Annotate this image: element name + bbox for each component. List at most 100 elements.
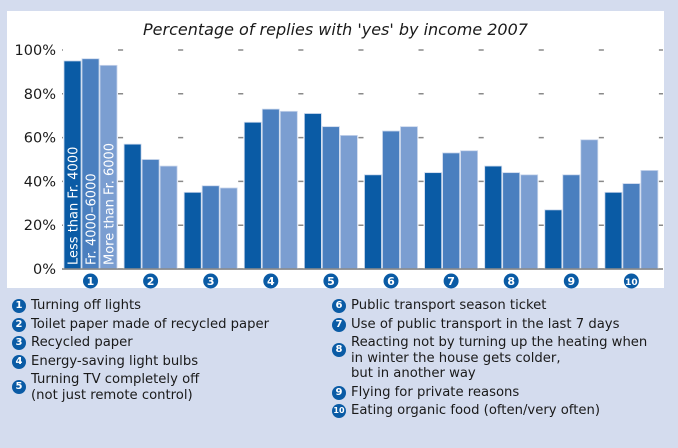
bar [580, 139, 599, 270]
legend-text: Energy-saving light bulbs [31, 354, 198, 370]
legend-item: 8 Reacting not by turning up the heating … [332, 335, 672, 382]
bar [243, 121, 262, 270]
y-tick-label: 20% [24, 218, 56, 234]
legend-number-badge: 6 [332, 299, 346, 313]
legend-text: Turning off lights [31, 298, 141, 314]
bar [502, 172, 521, 270]
x-tick-label: 4 [267, 275, 275, 288]
legend-item: 5 Turning TV completely off (not just remo… [12, 372, 332, 403]
bar [640, 170, 659, 270]
x-tick-label: 10 [625, 278, 638, 288]
legend-item: 9 Flying for private reasons [332, 385, 672, 401]
legend-number-badge: 1 [12, 299, 26, 313]
legend-text: Eating organic food (often/very often) [351, 403, 600, 419]
legend-number-badge: 9 [332, 385, 346, 400]
bar [442, 152, 461, 270]
bar [141, 159, 160, 270]
legend-left: 1 Turning off lights 2 Toilet paper made of… [12, 298, 332, 406]
series-label: More than Fr. 6000 [103, 143, 118, 265]
bar [544, 209, 563, 270]
category-badge [83, 273, 98, 289]
series-label: Fr. 4000–6000 [85, 173, 100, 265]
x-tick-label: 1 [87, 275, 95, 288]
category-badge [623, 273, 639, 289]
category-badge [323, 273, 339, 289]
bar [303, 113, 322, 270]
legend-text: Recycled paper [31, 335, 133, 351]
bar [364, 174, 382, 270]
legend-item: 7 Use of public transport in the last 7 d… [332, 317, 672, 333]
legend-item: 2 Toilet paper made of recycled paper [12, 317, 332, 333]
y-tick-label: 60% [24, 131, 56, 147]
bar [261, 108, 280, 270]
legend-text-line: Energy-saving light bulbs [31, 353, 199, 369]
legend-text-line: in winter the house gets colder, [351, 350, 561, 366]
legend-number-badge: 4 [12, 354, 26, 369]
legend-text: Turning TV completely off (not just remot… [31, 372, 199, 403]
legend-text: Public transport season ticket [351, 298, 546, 314]
category-badge [263, 273, 279, 289]
bar [562, 174, 581, 270]
legend-text: Flying for private reasons [351, 385, 519, 401]
x-tick-label: 8 [507, 275, 515, 288]
bar [339, 135, 358, 270]
bar [382, 130, 400, 270]
bar [279, 110, 298, 270]
category-badge [143, 273, 159, 289]
bar [219, 187, 238, 270]
legend-text-line: Turning off lights [31, 298, 141, 313]
bar [183, 191, 202, 270]
x-tick-label: 6 [387, 275, 395, 288]
bar [520, 174, 539, 270]
legend-item: 6 Public transport season ticket [332, 298, 672, 314]
x-tick-label: 7 [447, 275, 455, 288]
x-tick-label: 2 [147, 275, 155, 288]
series-label: Less than Fr. 4000 [67, 147, 82, 265]
y-tick-label: 80% [24, 87, 56, 103]
legend-item: 1 Turning off lights [12, 298, 332, 314]
category-badge [443, 273, 459, 289]
legend-number-badge: 10 [332, 404, 346, 418]
bar [201, 185, 220, 270]
category-badge [563, 273, 579, 289]
legend-number-badge: 8 [332, 343, 346, 357]
legend-text-line: Flying for private reasons [351, 384, 520, 400]
legend-text-line: (not just remote control) [31, 387, 193, 403]
bar [123, 143, 142, 270]
bar [159, 165, 178, 270]
category-badge [503, 273, 519, 289]
legend-item: 3 Recycled paper [12, 335, 332, 351]
legend-text-line: but in another way [351, 366, 476, 381]
bar [400, 126, 418, 270]
bar [604, 191, 623, 270]
legend-text-line: Recycled paper [31, 335, 133, 350]
legend-number-badge: 2 [12, 317, 26, 332]
category-badge [383, 273, 399, 289]
x-tick-label: 9 [567, 275, 575, 288]
legend-number-badge: 5 [12, 380, 26, 394]
legend-number-badge: 7 [332, 317, 346, 332]
legend-text-line: Toilet paper made of recycled paper [31, 316, 269, 332]
bar [424, 172, 443, 270]
bar [484, 165, 503, 270]
legend-number-badge: 3 [12, 336, 26, 350]
legend-text: Use of public transport in the last 7 da… [351, 317, 619, 333]
y-tick-label: 40% [24, 174, 56, 190]
y-tick-label: 100% [15, 43, 56, 59]
category-badge [203, 273, 219, 289]
legend-right: 6 Public transport season ticket 7 Use of p… [332, 298, 672, 422]
legend-item: 10 Eating organic food (often/very often) [332, 403, 672, 419]
legend-text-line: Public transport season ticket [351, 298, 547, 313]
legend-text: Reacting not by turning up the heating w… [351, 335, 647, 382]
bar [622, 183, 641, 270]
chart-title: Percentage of replies with 'yes' by inco… [143, 20, 528, 39]
legend-text-line: Reacting not by turning up the heating w… [351, 335, 648, 350]
bar [321, 126, 340, 270]
y-tick-label: 0% [33, 262, 56, 278]
legend-text-line: Eating organic food (often/very often) [351, 403, 600, 418]
legend-text-line: Turning TV completely off [31, 372, 200, 387]
legend-text-line: Use of public transport in the last 7 da… [351, 316, 620, 332]
x-tick-label: 3 [207, 275, 215, 288]
x-tick-label: 5 [327, 275, 335, 288]
